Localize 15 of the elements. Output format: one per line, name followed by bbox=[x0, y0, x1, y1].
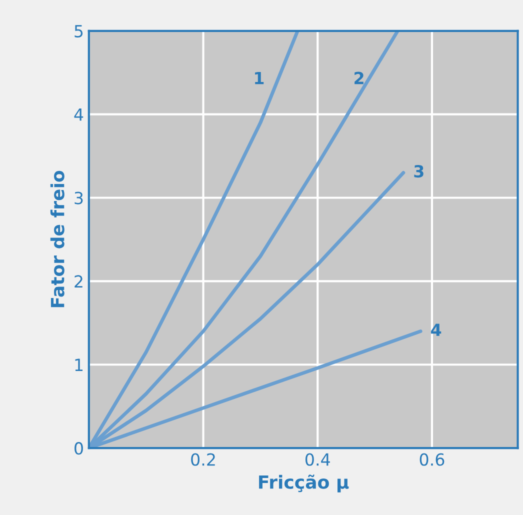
y-tick-label: 0 bbox=[74, 442, 83, 455]
series-label: 2 bbox=[354, 72, 364, 84]
y-tick-label: 4 bbox=[74, 108, 84, 121]
y-tick-label: 1 bbox=[75, 358, 83, 371]
y-tick-label: 3 bbox=[74, 192, 83, 204]
x-tick-label: 0.2 bbox=[191, 453, 215, 466]
x-tick-label: 0.4 bbox=[305, 453, 330, 466]
series-label: 1 bbox=[255, 72, 264, 84]
y-tick-label: 5 bbox=[74, 25, 83, 38]
series-label: 3 bbox=[414, 164, 424, 178]
x-tick-label: 0.6 bbox=[420, 453, 444, 466]
series-label: 4 bbox=[431, 324, 442, 336]
x-axis-title: Fricção μ bbox=[259, 474, 349, 492]
y-tick-label: 2 bbox=[74, 275, 82, 288]
y-axis-title: Fator de freio bbox=[50, 170, 64, 308]
